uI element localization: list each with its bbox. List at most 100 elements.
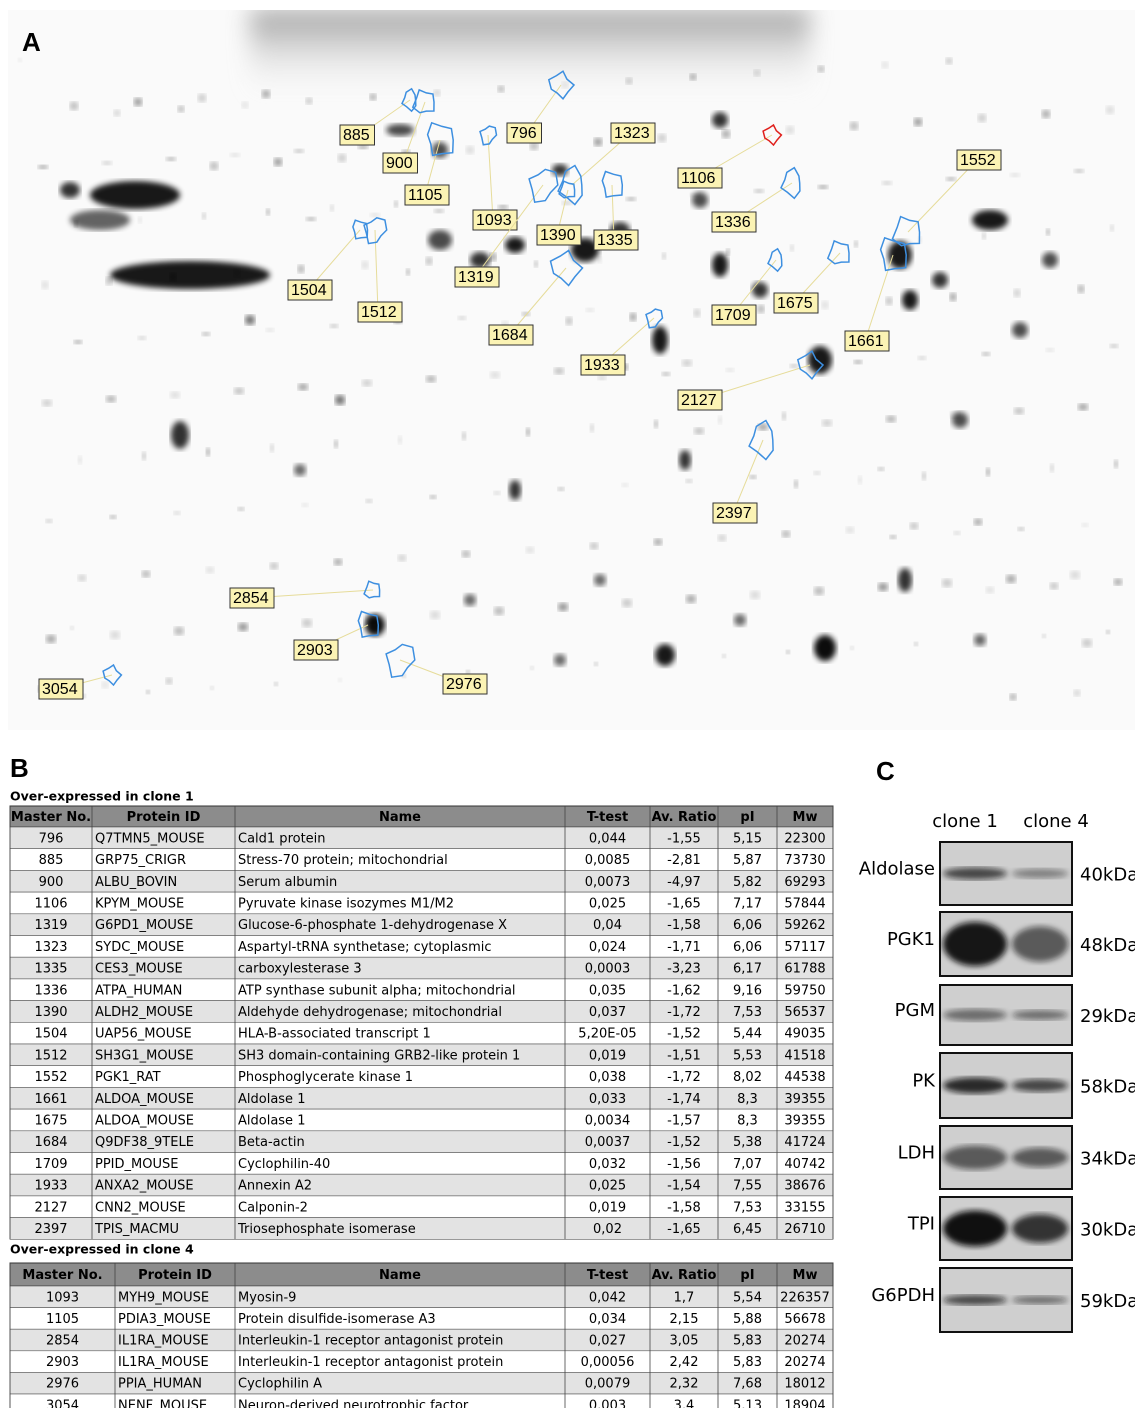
gel-spot [594,574,606,586]
table-cell: Q7TMN5_MOUSE [95,831,205,846]
gel-spot [466,670,470,674]
gel-spot [330,205,334,211]
table-cell: 7,07 [733,1157,762,1172]
table-cell: 2,15 [670,1312,699,1327]
gel-spot [230,153,240,157]
spot-label: 1504 [291,282,327,299]
gel-spot [1082,639,1092,647]
gel-spot [114,110,120,116]
table-cell: 5,87 [733,853,762,868]
panel-label: B [10,753,29,783]
gel-spot [752,282,768,298]
gel-spot [42,281,48,289]
gel-spot [526,547,534,553]
spot-label: 2397 [716,505,752,522]
table-cell: IL1RA_MOUSE [118,1355,209,1370]
gel-spot [498,205,508,209]
table-cell: 20274 [784,1355,825,1370]
blot-size: 30kDa [1080,1220,1135,1241]
gel-spot [462,551,470,557]
table-cell: ALDH2_MOUSE [95,1005,193,1020]
gel-spot [102,161,112,165]
gel-spot [338,678,342,682]
blot-size: 40kDa [1080,865,1135,886]
table-cell: -1,54 [667,1179,701,1194]
gel-spot [294,149,304,153]
gel-spot [690,74,696,80]
table-cell: 0,033 [589,1092,626,1107]
gel-spot [174,511,180,515]
table-cell: 7,55 [733,1179,762,1194]
spot-label: 3054 [42,681,78,698]
gel-spot [786,650,790,654]
table-cell: -4,97 [667,875,701,890]
gel-spot [274,682,278,686]
table-cell: NENF_MOUSE [118,1398,207,1408]
gel-spot [138,336,146,340]
gel-spot [554,654,566,666]
blot-band [943,1211,1007,1247]
gel-spot [794,480,798,488]
gel-spot [750,591,760,599]
column-header: T-test [587,810,628,825]
gel-spot [726,368,734,372]
table-cell: 39355 [784,1092,825,1107]
table-cell: Annexin A2 [238,1179,312,1194]
gel-spot [590,543,598,549]
gel-spot [171,421,189,449]
gel-spot [630,313,636,321]
table-cell: 61788 [784,962,825,977]
table-cell: PPID_MOUSE [95,1157,178,1172]
table-cell: 8,3 [737,1092,758,1107]
table-cell: 59262 [784,918,825,933]
gel-spot [490,372,500,378]
gel-spot [726,249,730,255]
table-cell: 26710 [784,1222,825,1237]
western-blots: clone 1clone 4Aldolase40kDaPGK148kDaPGM2… [859,811,1135,1332]
gel-spot [554,368,564,374]
gel-spot [654,539,662,545]
table-cell: G6PD1_MOUSE [95,918,193,933]
column-header: Mw [793,1268,818,1283]
gel-spot [266,328,274,332]
gel-spot [694,428,704,434]
table-cell: 0,0003 [585,962,631,977]
gel-spot [814,587,824,595]
table-cell: SH3G1_MOUSE [95,1048,194,1063]
table-cell: 1504 [34,1027,67,1042]
table-cell: 73730 [784,853,825,868]
table-cell: 0,025 [589,1179,626,1194]
gel-spot [334,440,338,448]
table-cell: 1661 [34,1092,67,1107]
gel-spot [370,94,376,100]
gel-spot [142,452,146,460]
table-cell: -1,56 [667,1157,701,1172]
table-cell: 1552 [34,1070,67,1085]
gel-spot [434,90,440,96]
table-cell: -1,52 [667,1135,701,1150]
gel-spot [462,432,466,440]
gel-spot [978,638,982,642]
table-cell: 0,0079 [585,1377,631,1392]
table-cell: ATP synthase subunit alpha; mitochondria… [238,983,516,998]
table-cell: CES3_MOUSE [95,962,183,977]
figure: A B C 8859001105109379613231390133513191… [0,0,1135,1408]
table-cell: 57117 [784,940,825,955]
column-header: Name [379,810,421,825]
blot-protein: G6PDH [871,1285,935,1306]
table-cell: -1,52 [667,1027,701,1042]
table-cell: 1709 [34,1157,67,1172]
table-cell: 5,82 [733,875,762,890]
table-cell: -2,81 [667,853,701,868]
blot-band [1012,869,1068,879]
gel-spot [758,305,764,313]
gel-spot [558,487,564,491]
table-cell: 6,06 [733,940,762,955]
table-cell: 5,88 [733,1312,762,1327]
gel-spot [386,124,414,136]
table-cell: 1675 [34,1113,67,1128]
gel-spot [202,332,210,336]
table-cell: 1512 [34,1048,67,1063]
gel-spot [586,308,594,312]
gel-spot [274,158,282,166]
